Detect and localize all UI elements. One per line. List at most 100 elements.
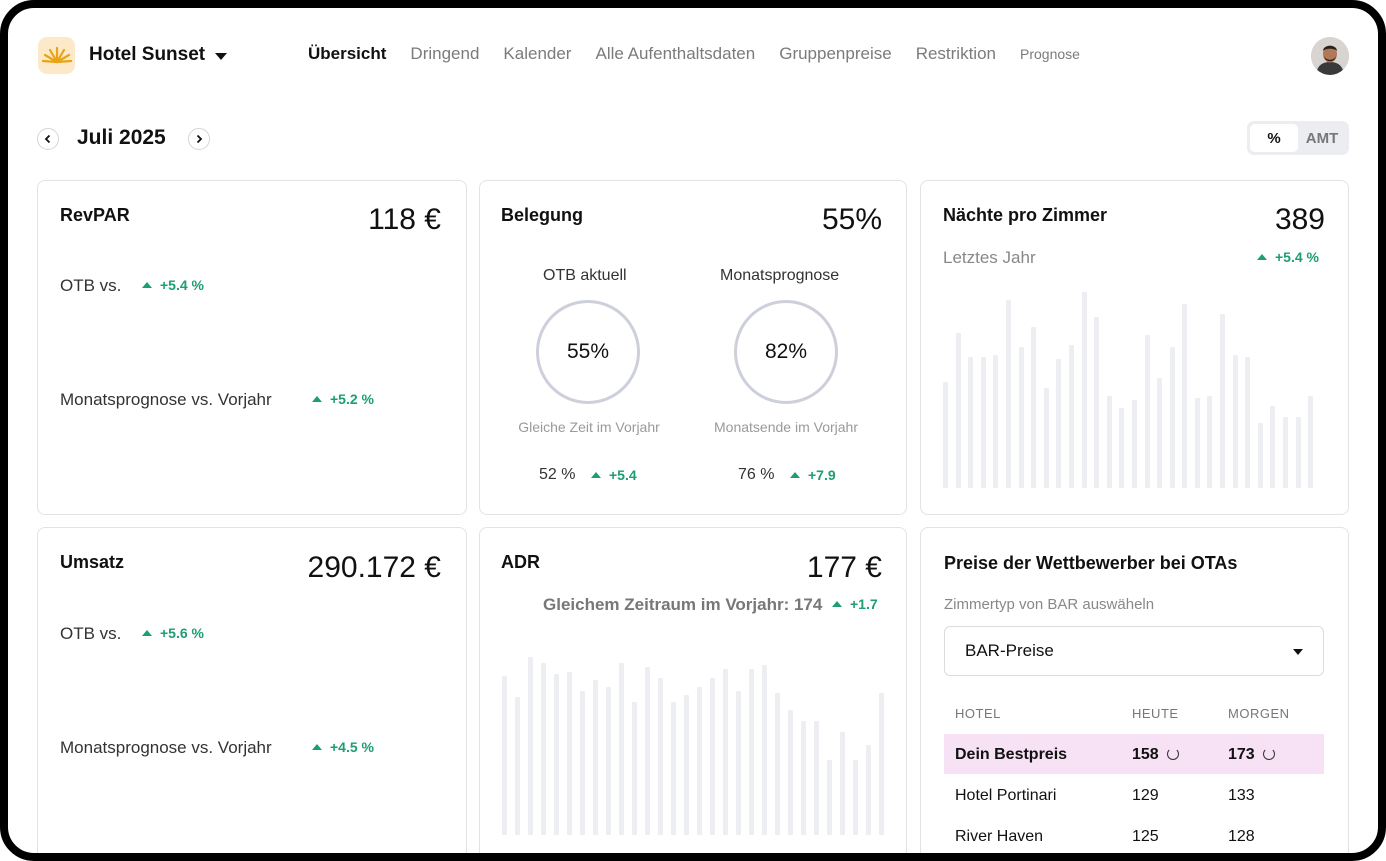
table-row: Hotel Portinari 129 133 — [944, 775, 1324, 815]
forecast-label: Monatsprognose — [720, 267, 840, 284]
next-month-button[interactable] — [188, 128, 210, 150]
chart-bar — [801, 721, 806, 835]
revpar-forecast-label: Monatsprognose vs. Vorjahr — [60, 390, 272, 409]
chart-bar — [943, 382, 948, 488]
chart-bar — [541, 663, 546, 835]
chart-bar — [968, 357, 974, 488]
col-hotel: HOTEL — [955, 706, 1001, 721]
room-type-select[interactable]: BAR-Preise — [944, 626, 1324, 676]
nights-sub: Letztes Jahr — [943, 248, 1036, 267]
chart-bar — [567, 672, 572, 835]
otb-prev-label: Gleiche Zeit im Vorjahr — [518, 419, 660, 435]
chart-bar — [840, 732, 845, 835]
nav-stay-data[interactable]: Alle Aufenthaltsdaten — [595, 44, 756, 63]
current-month: Juli 2025 — [77, 126, 166, 149]
nights-value: 389 — [1274, 203, 1325, 236]
nav-urgent[interactable]: Dringend — [410, 44, 480, 63]
nights-delta: +5.4 % — [1257, 249, 1319, 265]
chart-bar — [580, 691, 585, 835]
row-tomorrow: 128 — [1228, 828, 1255, 845]
chart-bar — [866, 745, 871, 835]
revpar-value: 118 € — [368, 203, 441, 236]
nav-calendar[interactable]: Kalender — [503, 44, 572, 63]
chart-bar — [775, 693, 780, 835]
toggle-amount[interactable]: AMT — [1305, 129, 1339, 147]
row-hotel: Hotel Portinari — [955, 787, 1057, 804]
hotel-switcher[interactable]: Hotel Sunset — [89, 44, 228, 66]
nav-group-prices[interactable]: Gruppenpreise — [779, 44, 892, 63]
chart-bar — [1308, 396, 1314, 488]
nights-bar-chart — [943, 292, 1323, 488]
chevron-left-icon — [44, 134, 51, 144]
chart-bar — [955, 333, 961, 488]
hotel-name: Hotel Sunset — [89, 44, 206, 65]
row-today: 158 — [1132, 746, 1179, 764]
forecast-prev-value: 76 % — [738, 466, 775, 483]
chart-bar — [762, 665, 767, 835]
refresh-icon[interactable] — [1262, 748, 1275, 760]
chart-bar — [980, 357, 986, 488]
chart-bar — [1283, 417, 1289, 488]
adr-delta: +1.7 — [832, 596, 878, 612]
occupancy-value: 55% — [821, 203, 882, 236]
chart-bar — [1169, 347, 1175, 488]
nav-overview[interactable]: Übersicht — [308, 44, 387, 63]
user-avatar[interactable] — [1311, 37, 1349, 75]
chart-bar — [1043, 388, 1049, 488]
otb-prev-value: 52 % — [539, 466, 576, 483]
revenue-value: 290.172 € — [307, 551, 441, 584]
chevron-down-icon — [215, 52, 228, 60]
revenue-otb-delta: +5.6 % — [142, 625, 204, 641]
forecast-ring: 82% — [734, 300, 838, 404]
chart-bar — [853, 760, 858, 835]
otb-delta: +5.4 — [591, 467, 637, 483]
col-today: HEUTE — [1132, 706, 1179, 721]
chart-bar — [658, 678, 663, 835]
chart-bar — [1182, 304, 1188, 488]
chart-bar — [993, 355, 999, 488]
revpar-forecast-delta: +5.2 % — [312, 391, 374, 407]
chart-bar — [1081, 292, 1087, 488]
adr-value: 177 € — [806, 551, 882, 584]
competitors-title: Preise der Wettbewerber bei OTAs — [944, 553, 1238, 573]
chart-bar — [671, 702, 676, 835]
sun-icon — [41, 46, 72, 63]
chart-bar — [749, 669, 754, 835]
chart-bar — [632, 702, 637, 835]
otb-ring: 55% — [536, 300, 640, 404]
toggle-percent[interactable]: % — [1250, 124, 1298, 152]
chevron-right-icon — [196, 134, 203, 144]
adr-title: ADR — [501, 552, 540, 572]
row-tomorrow: 133 — [1228, 787, 1255, 804]
revenue-forecast-delta: +4.5 % — [312, 739, 374, 755]
prev-month-button[interactable] — [37, 128, 59, 150]
chart-bar — [515, 697, 520, 835]
revpar-title: RevPAR — [60, 205, 130, 225]
chart-bar — [1207, 396, 1213, 488]
chart-bar — [619, 663, 624, 835]
nav-restriction[interactable]: Restriktion — [915, 44, 996, 63]
adr-compare: Gleichem Zeitraum im Vorjahr: 174 — [543, 595, 823, 614]
table-row: River Haven 125 128 — [944, 816, 1324, 853]
room-type-label: Zimmertyp von BAR auswäheln — [944, 596, 1155, 613]
chart-bar — [736, 691, 741, 835]
chart-bar — [1144, 335, 1150, 488]
chart-bar — [1295, 417, 1301, 488]
nights-title: Nächte pro Zimmer — [943, 205, 1108, 225]
competitors-card — [920, 527, 1349, 853]
chart-bar — [1245, 357, 1251, 488]
chart-bar — [788, 710, 793, 835]
chart-bar — [697, 687, 702, 835]
chart-bar — [1257, 423, 1263, 488]
chart-bar — [1018, 347, 1024, 488]
nav-forecast[interactable]: Prognose — [1020, 46, 1080, 62]
chart-bar — [1194, 398, 1200, 488]
chart-bar — [1056, 359, 1062, 488]
refresh-icon[interactable] — [1166, 748, 1179, 760]
chart-bar — [1094, 317, 1100, 488]
revenue-forecast-label: Monatsprognose vs. Vorjahr — [60, 738, 272, 757]
forecast-delta: +7.9 — [790, 467, 836, 483]
adr-bar-chart — [502, 620, 885, 835]
avatar-image — [1311, 37, 1349, 75]
row-hotel: River Haven — [955, 828, 1044, 845]
